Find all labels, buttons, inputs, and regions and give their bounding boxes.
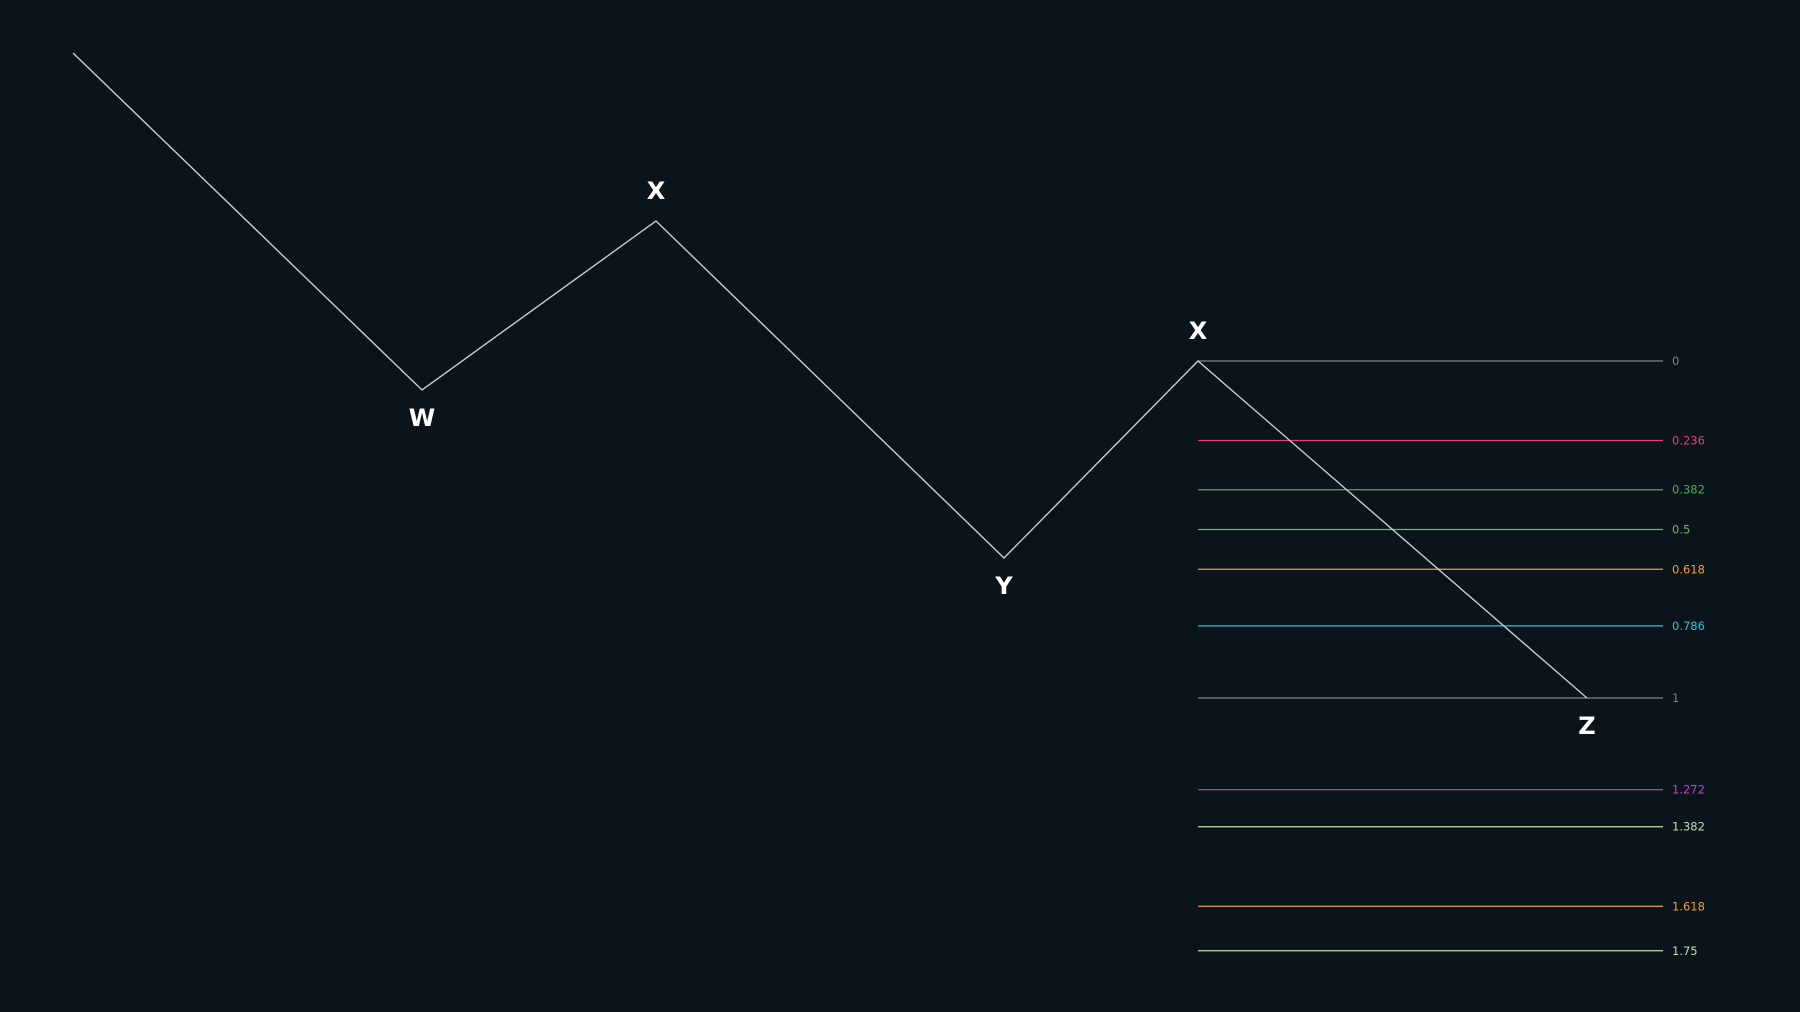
fib-level-label: 0.786 xyxy=(1672,619,1705,633)
fib-level-label: 1.75 xyxy=(1672,944,1698,958)
wave-label-x: X xyxy=(1189,317,1208,345)
fib-level-label: 1.272 xyxy=(1672,783,1705,797)
fib-level-label: 0.236 xyxy=(1672,434,1705,448)
fib-level-label: 1.618 xyxy=(1672,899,1705,913)
wave-labels: W X Y X Z xyxy=(409,177,1596,740)
fib-level-label: 0.382 xyxy=(1672,483,1705,497)
fib-level-label: 1.382 xyxy=(1672,820,1705,834)
wave-path xyxy=(72,52,1588,699)
fib-level-label: 0.618 xyxy=(1672,562,1705,576)
wave-label-z: Z xyxy=(1578,712,1595,740)
wave-label-x: X xyxy=(647,177,666,205)
fib-level-label: 1 xyxy=(1672,691,1679,705)
fib-level-label: 0 xyxy=(1672,354,1679,368)
wave-line xyxy=(72,52,1588,699)
wave-label-y: Y xyxy=(994,572,1013,600)
fib-level-label: 0.5 xyxy=(1672,523,1690,537)
fibonacci-levels: 0 0.236 0.382 0.5 0.618 0.786 1 1.272 1.382 1.618… xyxy=(1198,354,1705,958)
wave-label-w: W xyxy=(409,404,435,432)
